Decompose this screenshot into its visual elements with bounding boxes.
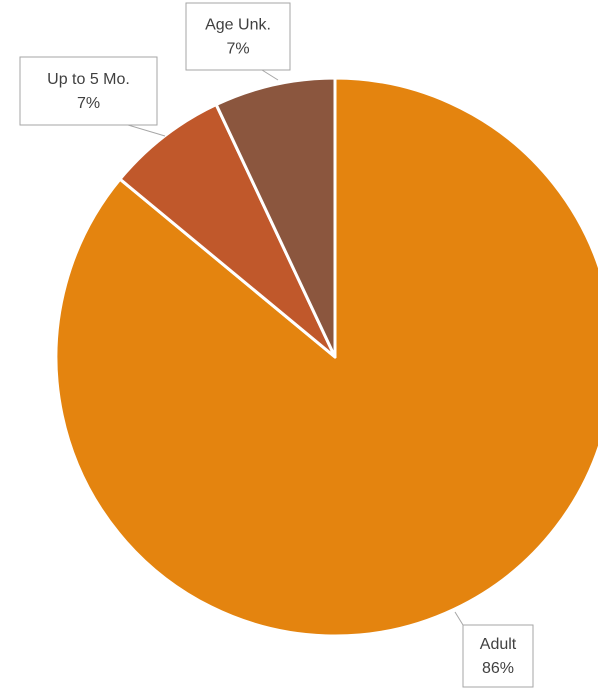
slice-value-label: 7% <box>77 95 100 112</box>
label-box <box>19 56 158 126</box>
leader-line <box>127 124 166 137</box>
leader-line <box>454 611 464 626</box>
pie-slice <box>214 76 337 359</box>
slice-value-label: 7% <box>226 41 249 58</box>
leader-line <box>261 69 279 81</box>
slice-value-label: 86% <box>482 660 514 677</box>
slice-label: Age Unk. <box>205 17 271 34</box>
pie-slice <box>118 103 337 359</box>
pie-slice <box>54 76 598 638</box>
slice-label: Adult <box>480 636 517 653</box>
label-box <box>185 2 291 71</box>
label-box <box>462 624 534 688</box>
slice-label: Up to 5 Mo. <box>47 71 130 88</box>
